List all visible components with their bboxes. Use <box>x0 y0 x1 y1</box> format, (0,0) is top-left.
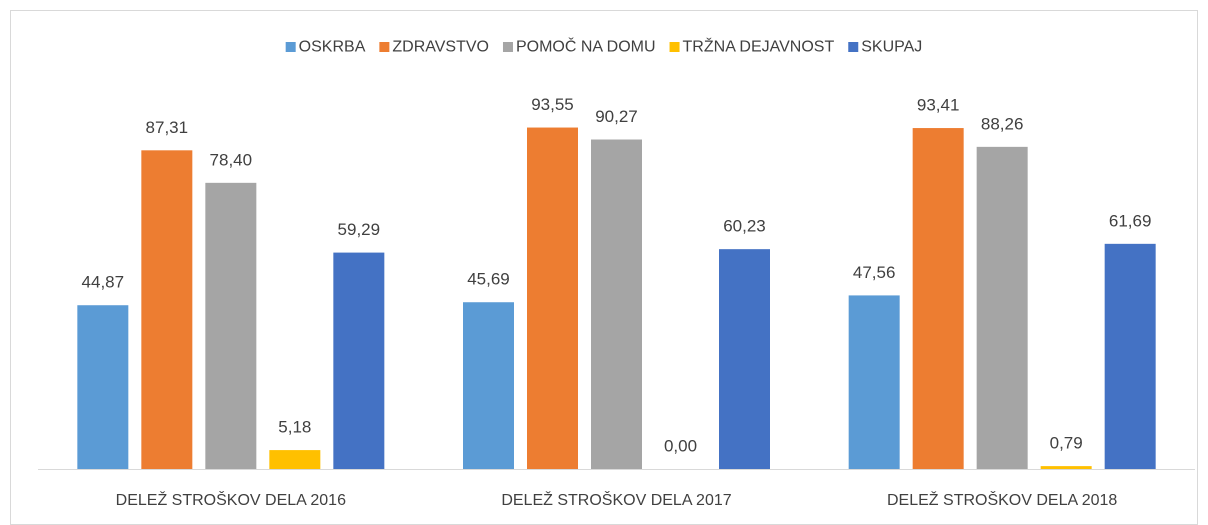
data-label: 0,79 <box>1050 434 1083 453</box>
legend-swatch <box>669 42 680 52</box>
x-tick-label: DELEŽ STROŠKOV DELA 2018 <box>887 490 1117 509</box>
legend-swatch <box>285 42 296 52</box>
data-label: 47,56 <box>853 263 896 282</box>
bar <box>527 127 578 469</box>
bar <box>976 146 1028 469</box>
data-label: 59,29 <box>338 220 381 239</box>
legend-swatch <box>502 42 513 52</box>
x-tick-label: DELEŽ STROŠKOV DELA 2017 <box>501 490 731 509</box>
data-label: 93,41 <box>917 96 960 115</box>
data-label: 5,18 <box>278 418 311 437</box>
data-label: 93,55 <box>531 95 574 114</box>
data-label: 44,87 <box>82 273 125 292</box>
data-label: 0,00 <box>664 436 697 455</box>
bar <box>912 128 964 469</box>
bar <box>269 450 321 469</box>
bar <box>205 182 257 469</box>
legend-label: SKUPAJ <box>861 39 922 56</box>
data-label: 45,69 <box>467 270 510 289</box>
x-tick-label: DELEŽ STROŠKOV DELA 2016 <box>116 490 346 509</box>
legend-label: TRŽNA DEJAVNOST <box>683 37 835 56</box>
bar <box>719 249 770 469</box>
bar <box>141 150 193 470</box>
bar <box>1040 466 1092 469</box>
data-label: 60,23 <box>723 217 766 236</box>
data-label: 61,69 <box>1109 211 1152 230</box>
bar <box>333 252 385 469</box>
data-label: 78,40 <box>210 150 253 169</box>
bar <box>591 139 642 469</box>
bar <box>463 302 514 469</box>
bar <box>1104 243 1156 469</box>
bar <box>848 295 900 469</box>
legend-label: OSKRBA <box>299 39 366 56</box>
legend-label: POMOČ NA DOMU <box>516 37 656 56</box>
data-label: 87,31 <box>146 118 189 137</box>
data-label: 90,27 <box>595 107 638 126</box>
legend-label: ZDRAVSTVO <box>392 39 489 56</box>
data-label: 88,26 <box>981 114 1024 133</box>
bar <box>77 305 129 469</box>
legend-swatch <box>379 42 390 52</box>
legend-swatch <box>848 42 859 52</box>
